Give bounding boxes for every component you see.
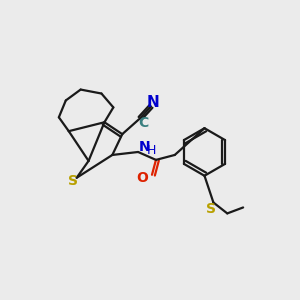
Text: H: H bbox=[146, 145, 156, 158]
Text: N: N bbox=[147, 95, 159, 110]
Text: O: O bbox=[136, 171, 148, 185]
Text: S: S bbox=[68, 174, 78, 188]
Text: C: C bbox=[138, 116, 148, 130]
Text: S: S bbox=[206, 202, 216, 216]
Text: N: N bbox=[139, 140, 151, 154]
